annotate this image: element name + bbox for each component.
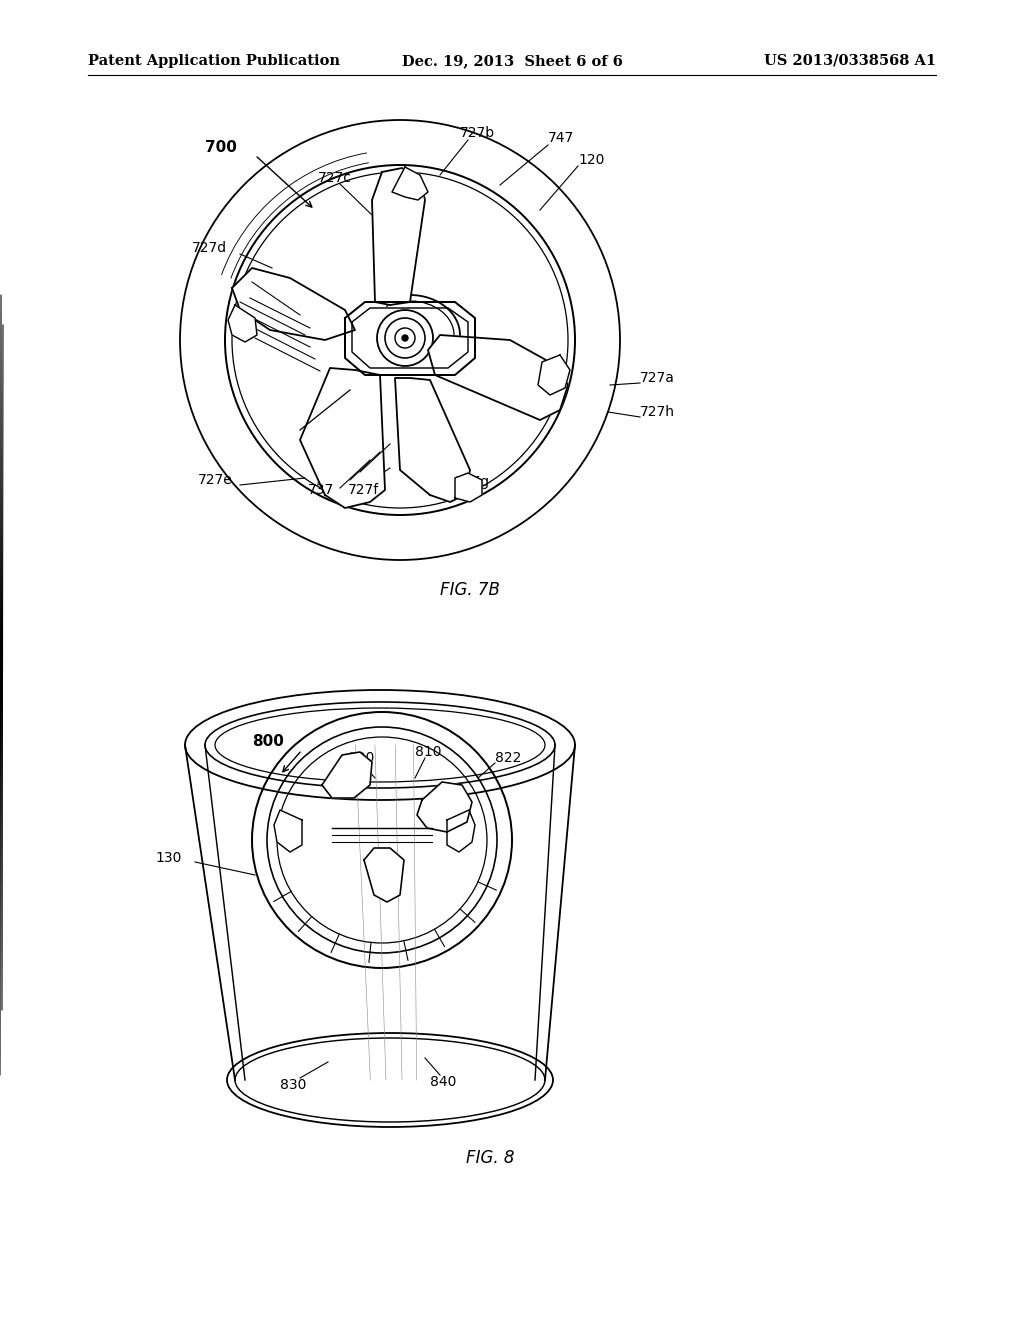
Polygon shape (447, 810, 475, 851)
Text: 727c: 727c (318, 172, 352, 185)
Text: 737: 737 (308, 483, 334, 498)
Text: 840: 840 (430, 1074, 457, 1089)
Text: US 2013/0338568 A1: US 2013/0338568 A1 (764, 54, 936, 69)
Text: 130: 130 (155, 851, 181, 865)
Polygon shape (322, 752, 372, 799)
Text: FIG. 7B: FIG. 7B (440, 581, 500, 599)
Text: 800: 800 (252, 734, 284, 750)
Polygon shape (364, 847, 404, 902)
Polygon shape (417, 781, 472, 832)
Text: 727h: 727h (640, 405, 675, 418)
Polygon shape (232, 268, 355, 341)
Polygon shape (274, 810, 302, 851)
Text: Patent Application Publication: Patent Application Publication (88, 54, 340, 69)
Polygon shape (392, 168, 428, 201)
Text: 747: 747 (548, 131, 574, 145)
Text: 727e: 727e (198, 473, 232, 487)
Text: 727d: 727d (193, 242, 227, 255)
Polygon shape (455, 473, 482, 502)
Text: 810: 810 (415, 744, 441, 759)
Text: 822: 822 (495, 751, 521, 766)
Text: 727a: 727a (640, 371, 675, 385)
Text: 830: 830 (280, 1078, 306, 1092)
Text: 120: 120 (578, 153, 604, 168)
Text: 727f: 727f (348, 483, 379, 498)
Polygon shape (428, 335, 568, 420)
Text: 700: 700 (205, 140, 237, 156)
Polygon shape (538, 355, 570, 395)
Polygon shape (395, 378, 470, 502)
Polygon shape (300, 368, 385, 508)
Text: FIG. 8: FIG. 8 (466, 1148, 514, 1167)
Text: 727b: 727b (460, 125, 496, 140)
Polygon shape (228, 305, 257, 342)
Text: Dec. 19, 2013  Sheet 6 of 6: Dec. 19, 2013 Sheet 6 of 6 (401, 54, 623, 69)
Polygon shape (372, 168, 425, 305)
Text: 727g: 727g (455, 475, 490, 488)
Text: 820: 820 (348, 751, 375, 766)
Circle shape (402, 335, 408, 341)
